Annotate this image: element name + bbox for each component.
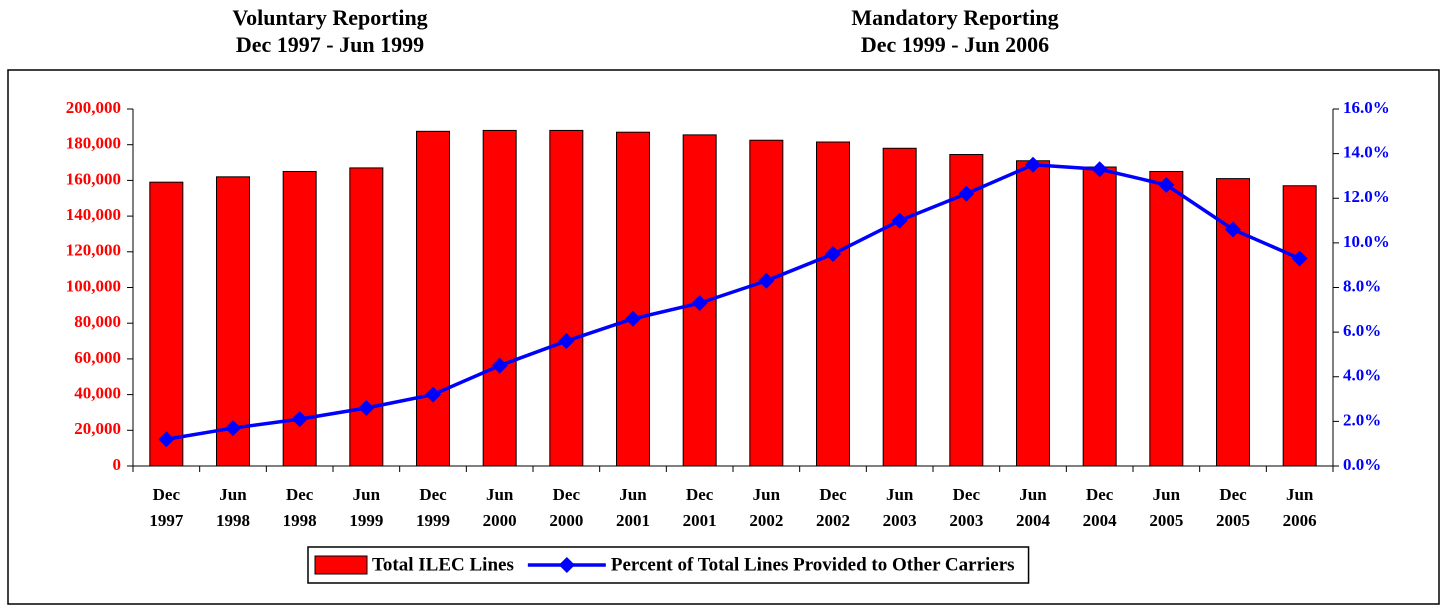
y-tick-label: 40,000	[74, 384, 121, 403]
y2-tick-label: 8.0%	[1343, 276, 1381, 295]
x-tick-label: Jun 2002	[749, 485, 783, 530]
y-tick-label: 60,000	[74, 348, 121, 367]
bar	[482, 129, 517, 467]
x-tick-label: Jun 2004	[1016, 485, 1051, 530]
marker	[358, 399, 375, 416]
marker	[558, 333, 575, 350]
y2-tick-label: 16.0%	[1343, 98, 1390, 117]
legend-swatch	[314, 555, 368, 575]
y-tick-label: 120,000	[66, 241, 121, 260]
y2-tick-label: 4.0%	[1343, 366, 1381, 385]
marker	[1025, 156, 1041, 173]
bar	[416, 130, 450, 467]
marker	[225, 420, 241, 437]
chart-frame	[7, 69, 1440, 605]
y-tick-label: 180,000	[66, 134, 121, 153]
y-tick-label: 80,000	[74, 312, 121, 331]
x-tick-label: Dec 2003	[949, 485, 983, 530]
bar	[616, 131, 650, 467]
x-tick-label: Jun 1998	[216, 485, 250, 530]
annotation: Dec 1997 - Jun 1999	[236, 32, 424, 57]
y-tick-label: 160,000	[66, 169, 121, 188]
x-tick-label: Dec 1999	[416, 485, 450, 530]
x-tick-label: Dec 1998	[283, 485, 317, 530]
x-tick-label: Jun 2000	[483, 485, 517, 530]
marker	[425, 386, 441, 403]
x-tick-label: Jun 2005	[1149, 485, 1183, 530]
marker	[1225, 221, 1241, 238]
marker	[1091, 161, 1108, 178]
bar	[349, 167, 384, 467]
marker	[625, 310, 641, 327]
legend-label: Total ILEC Lines	[372, 554, 514, 575]
bar	[1082, 166, 1117, 467]
y-tick-label: 140,000	[66, 205, 121, 224]
x-tick-label: Jun 1999	[349, 485, 383, 530]
marker	[491, 357, 508, 374]
x-tick-label: Dec 2001	[683, 485, 717, 530]
bar	[1282, 185, 1317, 467]
bar	[1016, 160, 1050, 467]
x-tick-label: Dec 2004	[1083, 485, 1118, 530]
x-tick-label: Jun 2003	[883, 485, 917, 530]
y2-tick-label: 14.0%	[1343, 143, 1390, 162]
bar	[549, 129, 584, 467]
bar	[949, 154, 984, 467]
bar	[882, 147, 917, 467]
x-tick-label: Dec 2002	[816, 485, 850, 530]
marker	[958, 185, 975, 202]
annotation: Dec 1999 - Jun 2006	[861, 32, 1049, 57]
marker	[691, 295, 708, 312]
y2-tick-label: 0.0%	[1343, 455, 1381, 474]
y-tick-label: 100,000	[66, 276, 121, 295]
legend	[307, 546, 1030, 584]
x-tick-label: Dec 2000	[549, 485, 583, 530]
marker	[158, 431, 175, 448]
y-tick-label: 0	[113, 455, 122, 474]
bar	[149, 181, 184, 467]
marker	[825, 246, 841, 263]
legend-label: Percent of Total Lines Provided to Other…	[611, 554, 1015, 575]
y2-tick-label: 2.0%	[1343, 410, 1381, 429]
legend-marker	[558, 557, 575, 573]
marker	[758, 272, 775, 289]
bar	[816, 141, 850, 467]
line	[166, 163, 1301, 441]
x-tick-label: Jun 2006	[1283, 485, 1317, 530]
x-tick-label: Jun 2001	[616, 485, 650, 530]
marker	[291, 411, 308, 428]
y2-tick-label: 12.0%	[1343, 187, 1390, 206]
x-tick-label: Dec 2005	[1216, 485, 1250, 530]
bar	[1149, 170, 1184, 467]
bar	[749, 139, 784, 467]
marker	[1158, 176, 1175, 193]
y-tick-label: 200,000	[66, 98, 121, 117]
x-tick-label: Dec 1997	[149, 485, 184, 530]
marker	[1291, 250, 1308, 267]
marker	[891, 212, 908, 229]
y2-tick-label: 10.0%	[1343, 232, 1390, 251]
annotation: Mandatory Reporting	[851, 5, 1058, 30]
y-tick-label: 20,000	[74, 419, 121, 438]
annotation: Voluntary Reporting	[232, 5, 427, 30]
y2-tick-label: 6.0%	[1343, 321, 1381, 340]
bar	[216, 176, 250, 467]
